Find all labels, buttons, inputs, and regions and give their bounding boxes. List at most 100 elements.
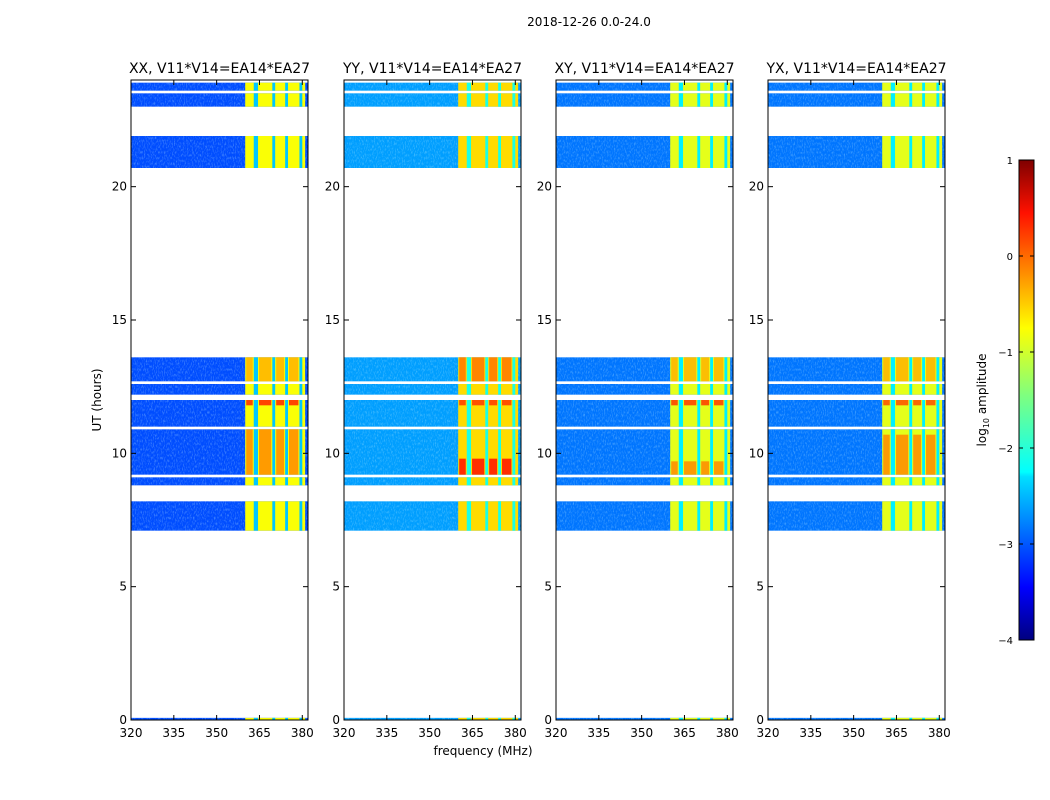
y-tick-label: 15 [112, 313, 127, 327]
band-stripe [890, 93, 896, 107]
band-stripe [922, 357, 926, 382]
band-stripe [678, 717, 684, 720]
hot-spot [459, 357, 466, 382]
band-stripe [285, 717, 289, 720]
band-stripe [498, 400, 502, 427]
y-tick-label: 15 [325, 313, 340, 327]
x-axis-label: frequency (MHz) [433, 744, 532, 758]
colorbar-label-base: log [975, 428, 989, 446]
band-stripe [922, 400, 926, 427]
band-stripe [512, 357, 516, 382]
hot-spot [684, 400, 697, 406]
band-stripe [285, 477, 289, 486]
noise-texture [344, 384, 521, 395]
x-tick-label: 365 [248, 726, 271, 740]
band-stripe [909, 384, 913, 395]
colorbar-tick-label: −3 [998, 540, 1013, 551]
band-stripe [724, 429, 728, 475]
band-stripe [697, 477, 701, 486]
hot-spot [883, 434, 890, 475]
noise-texture [344, 477, 521, 486]
band-stripe [498, 477, 502, 486]
hot-spot [896, 400, 909, 406]
x-tick-label: 320 [120, 726, 143, 740]
band-stripe [485, 429, 489, 475]
hot-spot [913, 400, 922, 406]
panel-title: XX, V11*V14=EA14*EA27 [129, 61, 310, 77]
x-tick-label: 350 [630, 726, 653, 740]
colorbar-tick-label: 0 [1007, 252, 1013, 263]
band-stripe [922, 477, 926, 486]
hot-spot [926, 434, 936, 475]
band-stripe [936, 82, 940, 91]
colorbar-tick-label: 1 [1007, 156, 1013, 167]
x-tick-label: 365 [673, 726, 696, 740]
band-stripe [678, 93, 684, 107]
band-stripe [890, 384, 896, 395]
band-stripe [678, 429, 684, 475]
hot-spot [502, 458, 512, 475]
band-stripe [253, 136, 259, 168]
band-stripe [272, 400, 276, 427]
hot-spot [259, 357, 272, 382]
y-tick-label: 10 [537, 446, 552, 460]
band-stripe [922, 136, 926, 168]
hot-spot [502, 357, 512, 382]
axes-frame [130, 79, 309, 721]
hot-spot [472, 458, 485, 475]
colorbar-label-sub: 10 [982, 418, 991, 428]
x-tick-label: 335 [375, 726, 398, 740]
band-stripe [498, 82, 502, 91]
hot-spot [883, 400, 890, 406]
y-tick-label: 0 [544, 713, 552, 727]
band-stripe [285, 501, 289, 531]
x-tick-label: 350 [205, 726, 228, 740]
panel-title: XY, V11*V14=EA14*EA27 [554, 61, 734, 77]
band-stripe [272, 717, 276, 720]
hot-spot [671, 461, 678, 475]
noise-texture [768, 717, 945, 720]
band-stripe [299, 429, 303, 475]
band-stripe [466, 357, 472, 382]
band-stripe [485, 93, 489, 107]
x-tick-label: 335 [162, 726, 185, 740]
panel-title: YY, V11*V14=EA14*EA27 [342, 61, 522, 77]
band-stripe [485, 357, 489, 382]
band-stripe [697, 717, 701, 720]
band-stripe [299, 93, 303, 107]
band-stripe [466, 501, 472, 531]
band-stripe [498, 93, 502, 107]
band-stripe [678, 384, 684, 395]
band-stripe [724, 477, 728, 486]
x-tick-label: 350 [842, 726, 865, 740]
x-tick-label: 335 [587, 726, 610, 740]
band-stripe [909, 429, 913, 475]
band-stripe [466, 477, 472, 486]
panel: XX, V11*V14=EA14*EA27 320 335 350 365 380 0 5 10… [112, 61, 314, 740]
band-stripe [922, 429, 926, 475]
band-stripe [697, 501, 701, 531]
band-stripe [485, 136, 489, 168]
band-stripe [922, 93, 926, 107]
hot-spot [289, 400, 299, 406]
band-stripe [922, 384, 926, 395]
panel: YY, V11*V14=EA14*EA27 320 335 350 365 380 0 5 10… [325, 61, 527, 740]
band-stripe [724, 357, 728, 382]
hot-spot [883, 357, 890, 382]
band-stripe [485, 717, 489, 720]
hot-spot [913, 357, 922, 382]
band-stripe [890, 501, 896, 531]
colorbar-tick-label: −1 [998, 348, 1013, 359]
panel: XY, V11*V14=EA14*EA27 320 335 350 365 380 0 5 10… [537, 61, 739, 740]
band-stripe [512, 136, 516, 168]
y-tick-label: 15 [749, 313, 764, 327]
y-tick-label: 10 [112, 446, 127, 460]
noise-texture [131, 82, 308, 91]
band-stripe [724, 384, 728, 395]
y-tick-label: 5 [119, 580, 127, 594]
noise-texture [556, 384, 733, 395]
axes-frame [767, 79, 946, 721]
band-stripe [272, 136, 276, 168]
hot-spot [701, 461, 710, 475]
